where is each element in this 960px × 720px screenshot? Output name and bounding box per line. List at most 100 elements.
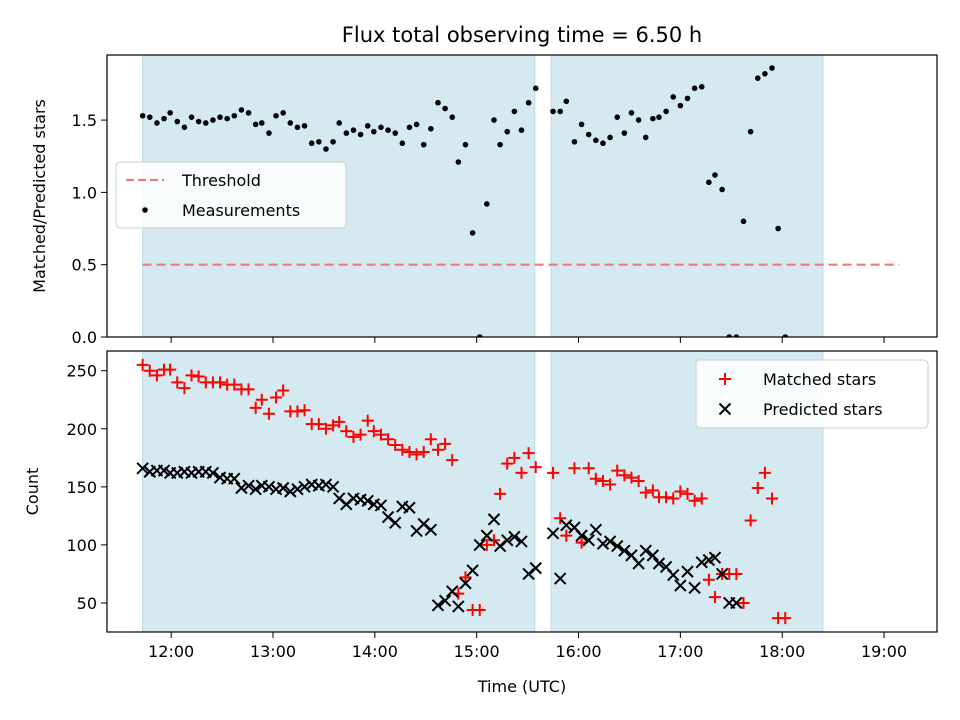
measurement-point [273, 112, 279, 119]
measurement-point [706, 179, 712, 186]
y-tick-label: 150 [66, 478, 97, 497]
legend-predicted-swatch [718, 402, 732, 416]
measurement-point [712, 172, 718, 178]
measurement-point [336, 120, 342, 126]
matched-star-point [702, 573, 715, 586]
y-tick-label: 50 [77, 594, 97, 613]
predicted-star-point [603, 535, 617, 548]
predicted-star-point [575, 529, 588, 542]
measurement-point [224, 115, 230, 122]
matched-star-point [270, 391, 283, 404]
measurement-point [497, 141, 503, 148]
predicted-star-point [589, 523, 603, 537]
measurement-point [238, 107, 245, 113]
measurement-point [511, 108, 518, 115]
matched-star-point [522, 447, 535, 460]
predicted-star-point [446, 585, 459, 598]
measurement-point [343, 130, 350, 136]
x-tick-label: 13:00 [250, 642, 296, 661]
measurement-point [775, 225, 781, 232]
measurement-point [691, 85, 698, 92]
chart-title: Flux total observing time = 6.50 h [342, 23, 702, 47]
matched-star-point [625, 471, 638, 484]
predicted-star-point [688, 581, 701, 595]
measurement-point [245, 110, 252, 116]
measurement-point [406, 124, 413, 131]
measurement-point [455, 159, 462, 165]
measurement-point [656, 114, 662, 120]
matched-star-point [560, 529, 573, 542]
predicted-star-point [480, 529, 494, 542]
measurement-point [188, 114, 195, 120]
matched-star-point [150, 369, 163, 382]
measurement-point [747, 128, 754, 135]
predicted-star-point [501, 534, 514, 547]
measurement-point [670, 94, 677, 100]
legend-predicted-label: Predicted stars [763, 400, 883, 419]
measurement-point [571, 138, 578, 145]
legend-measurement-swatch [142, 207, 148, 213]
predicted-star-point [249, 482, 262, 496]
matched-star-point [136, 358, 149, 371]
matched-star-point [744, 514, 757, 527]
measurement-point [252, 121, 259, 128]
matched-star-point [487, 534, 500, 547]
predicted-star-point [403, 501, 416, 514]
predicted-star-point [389, 516, 402, 530]
matched-star-point [424, 433, 437, 446]
x-tick-label: 16:00 [555, 642, 601, 661]
predicted-star-point [284, 485, 297, 498]
plot-area [136, 358, 792, 625]
predicted-star-point [319, 478, 333, 491]
predicted-star-point [291, 482, 304, 496]
matched-star-point [171, 376, 184, 389]
measurement-point [585, 131, 592, 138]
measurement-point [684, 95, 691, 102]
matched-star-point [192, 370, 205, 383]
matched-star-point [312, 418, 325, 431]
matched-star-point [410, 448, 423, 461]
measurement-point [231, 112, 238, 119]
measurement-point [769, 65, 775, 71]
predicted-star-point [646, 549, 660, 562]
predicted-star-point [730, 596, 743, 610]
predicted-star-point [298, 480, 311, 494]
matched-star-point [403, 446, 416, 459]
measurement-point [385, 127, 391, 133]
matched-star-point [431, 443, 444, 456]
matched-star-point [347, 430, 360, 443]
legend-threshold-label: Threshold [181, 171, 261, 190]
measurement-point [167, 110, 173, 116]
measurement-point [532, 85, 539, 92]
matched-star-point [446, 454, 459, 467]
matched-star-point [367, 425, 380, 438]
matched-star-point [660, 491, 673, 504]
y-tick-label: 0.0 [72, 328, 97, 347]
matched-star-point [185, 369, 198, 382]
matched-star-point [494, 487, 507, 500]
x-tick-label: 18:00 [759, 642, 805, 661]
predicted-star-point [553, 572, 567, 585]
measurement-point [371, 128, 377, 135]
matched-star-point [751, 482, 764, 495]
matched-star-point [361, 414, 374, 427]
y-axis-label: Count [23, 468, 42, 516]
measurement-point [202, 120, 209, 126]
y-tick-label: 250 [66, 362, 97, 381]
measurement-point [330, 138, 336, 145]
measurement-point [399, 140, 406, 147]
measurement-point [301, 123, 308, 129]
measurement-point [525, 99, 532, 106]
legend: Threshold Measurements [115, 161, 347, 229]
measurement-point [195, 118, 202, 125]
measurement-point [174, 118, 181, 125]
measurement-point [754, 75, 761, 81]
matched-star-point [242, 383, 255, 396]
matched-star-point [646, 484, 659, 497]
matched-star-point [327, 419, 340, 432]
y-tick-label: 1.0 [72, 183, 97, 202]
measurement-point [726, 334, 733, 337]
x-tick-label: 17:00 [657, 642, 703, 661]
matched-star-point [667, 492, 680, 505]
measurement-point [469, 230, 476, 236]
